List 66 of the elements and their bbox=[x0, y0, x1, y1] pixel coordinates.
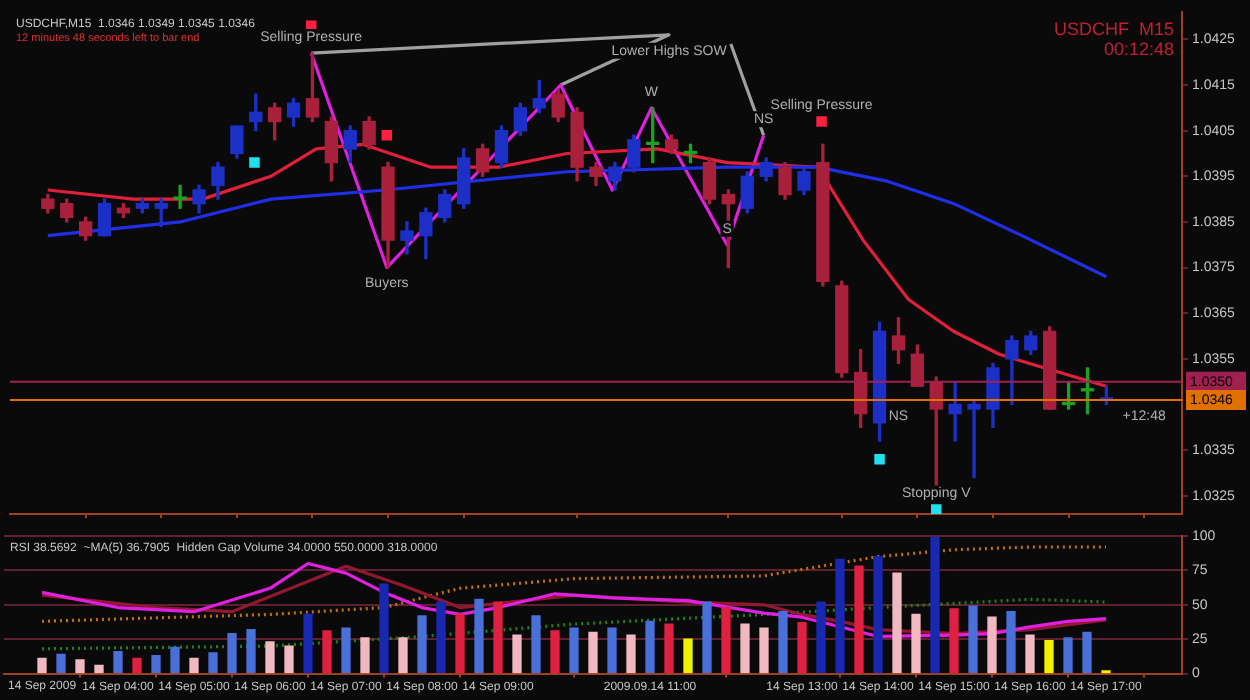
bar bbox=[835, 558, 845, 674]
bar bbox=[56, 653, 66, 674]
bar bbox=[664, 623, 674, 674]
bar bbox=[208, 652, 218, 674]
bar bbox=[436, 601, 446, 674]
bar bbox=[1063, 637, 1073, 674]
bar bbox=[379, 583, 389, 674]
point bbox=[931, 504, 942, 514]
bar bbox=[987, 616, 997, 674]
bar bbox=[968, 605, 978, 674]
point bbox=[381, 129, 393, 141]
bar bbox=[1082, 631, 1092, 674]
bar bbox=[417, 615, 427, 674]
bar bbox=[94, 664, 104, 674]
annotation: USDCHF M15 bbox=[1053, 18, 1174, 39]
bar bbox=[189, 657, 199, 674]
bar bbox=[550, 630, 560, 674]
candlestick bbox=[173, 184, 187, 209]
bar bbox=[911, 613, 921, 674]
bar bbox=[930, 536, 940, 674]
line-series bbox=[40, 597, 1108, 651]
point bbox=[249, 157, 260, 168]
bar bbox=[626, 634, 636, 674]
bar bbox=[284, 645, 294, 674]
bar bbox=[759, 627, 769, 674]
point bbox=[816, 116, 827, 127]
bar bbox=[474, 598, 484, 674]
bar bbox=[246, 628, 256, 674]
bar bbox=[854, 565, 864, 674]
bar bbox=[322, 630, 332, 674]
bar bbox=[1006, 611, 1016, 674]
bar bbox=[512, 634, 522, 674]
bar bbox=[227, 633, 237, 674]
bar bbox=[151, 655, 161, 674]
bar bbox=[816, 601, 826, 674]
candlestick bbox=[967, 399, 981, 479]
bar bbox=[1025, 634, 1035, 674]
bar bbox=[683, 638, 693, 674]
bar bbox=[75, 659, 85, 674]
bar bbox=[778, 611, 788, 674]
bar bbox=[531, 615, 541, 674]
bar bbox=[645, 620, 655, 674]
bar bbox=[455, 613, 465, 674]
bar bbox=[341, 627, 351, 674]
bar bbox=[398, 637, 408, 674]
annotation: 00:12:48 bbox=[1103, 38, 1174, 59]
bar bbox=[265, 641, 275, 674]
bar bbox=[721, 606, 731, 674]
bar bbox=[303, 613, 313, 674]
bar bbox=[702, 601, 712, 674]
bar bbox=[740, 623, 750, 674]
bar bbox=[493, 601, 503, 674]
bar bbox=[113, 650, 123, 674]
bar bbox=[132, 657, 142, 674]
bar bbox=[797, 622, 807, 674]
bar bbox=[588, 631, 598, 674]
bar bbox=[360, 637, 370, 674]
point bbox=[874, 453, 885, 465]
bar bbox=[607, 627, 617, 674]
bar bbox=[37, 657, 47, 674]
bar bbox=[892, 572, 902, 674]
bar bbox=[1044, 639, 1054, 674]
bar bbox=[569, 627, 579, 674]
bar bbox=[949, 608, 959, 674]
bar bbox=[873, 555, 883, 674]
bar bbox=[170, 646, 180, 674]
